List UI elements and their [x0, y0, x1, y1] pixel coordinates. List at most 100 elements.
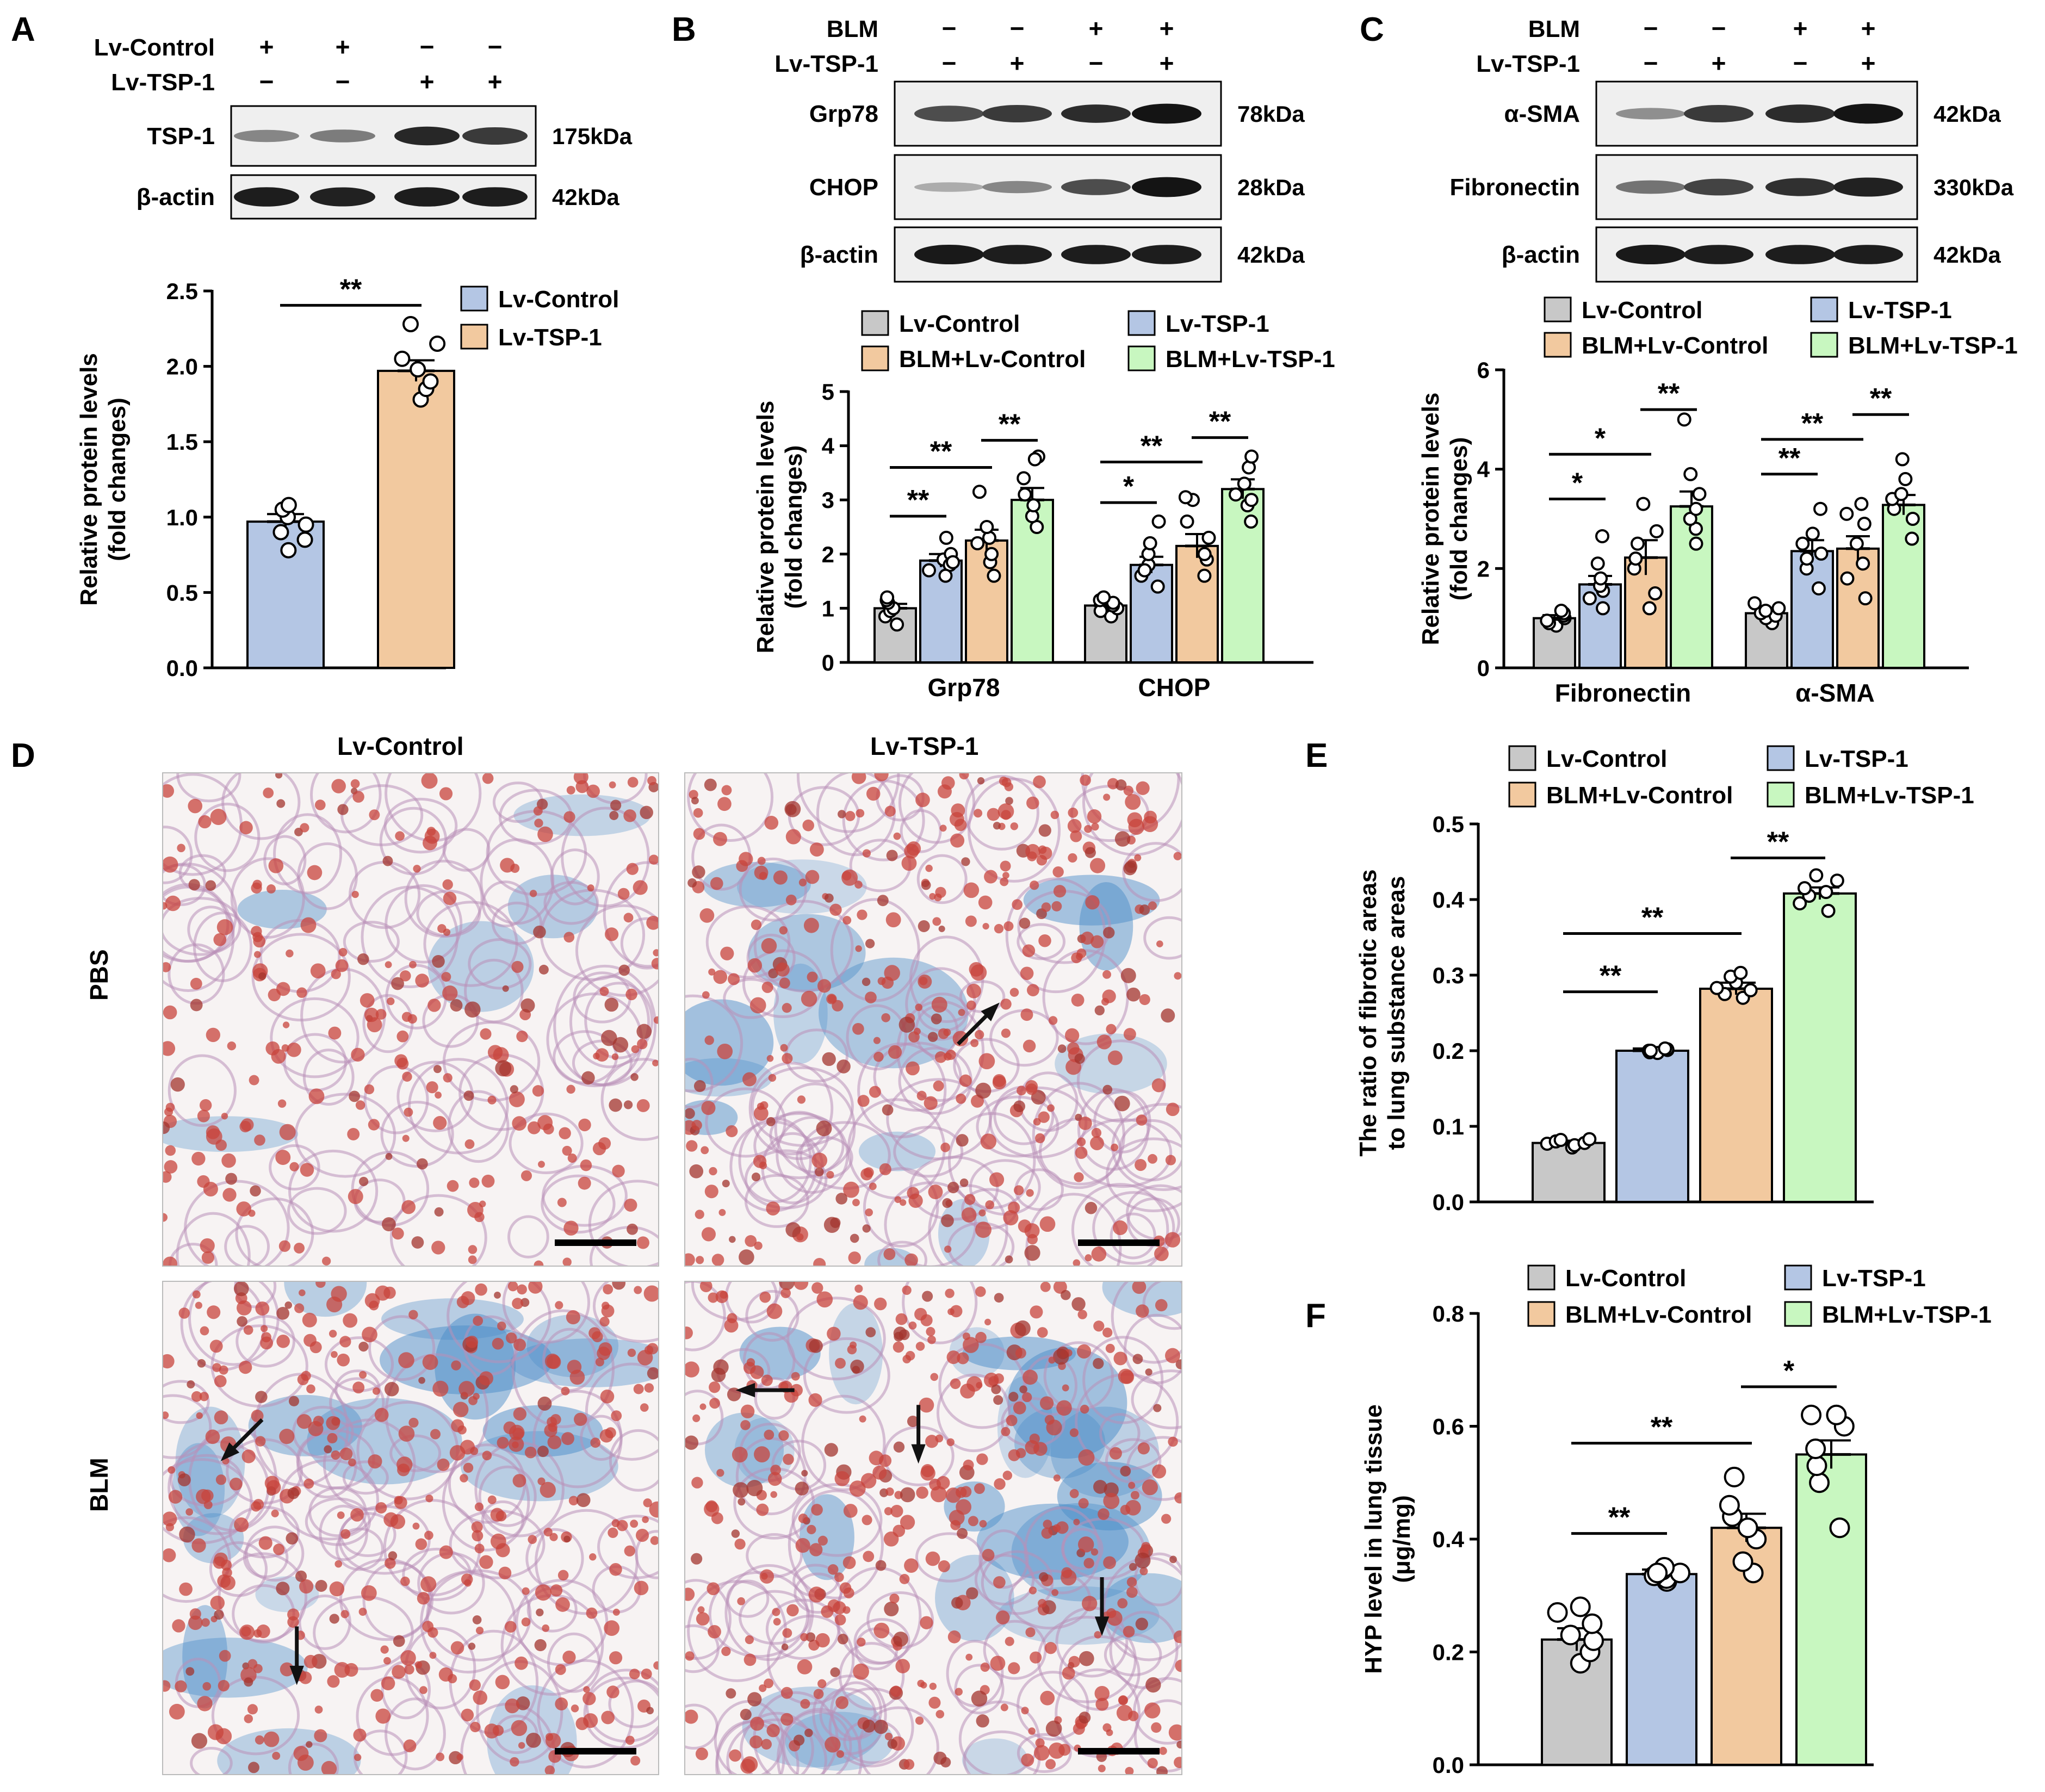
cell-nucleus — [1052, 866, 1064, 878]
alveolus — [1082, 773, 1181, 856]
cell-nucleus — [601, 1030, 617, 1046]
cell-nucleus — [460, 1474, 468, 1483]
cell-nucleus — [1002, 872, 1009, 879]
cell-nucleus — [439, 787, 453, 801]
y-tick-label: 0.1 — [1433, 1114, 1464, 1139]
cell-nucleus — [382, 1217, 396, 1231]
data-point — [1017, 471, 1031, 486]
cell-nucleus — [704, 1035, 714, 1045]
cell-nucleus — [883, 1248, 896, 1260]
cell-nucleus — [192, 1290, 201, 1299]
cell-nucleus — [243, 1325, 253, 1335]
cell-nucleus — [1079, 1712, 1091, 1724]
data-point — [410, 361, 426, 378]
cell-nucleus — [993, 1395, 1003, 1405]
cell-nucleus — [1058, 1744, 1071, 1756]
data-point — [1858, 591, 1873, 606]
cell-nucleus — [403, 1739, 417, 1753]
cell-nucleus — [824, 893, 834, 903]
cell-nucleus — [759, 1684, 767, 1692]
alveolus — [786, 1297, 886, 1381]
cell-nucleus — [898, 1329, 910, 1341]
cell-nucleus — [528, 1282, 543, 1294]
data-point — [1244, 449, 1259, 464]
cell-nucleus — [1012, 899, 1023, 910]
cell-nucleus — [1145, 1677, 1161, 1693]
cell-nucleus — [685, 1108, 695, 1119]
blot-band — [1765, 104, 1835, 123]
cell-nucleus — [427, 999, 441, 1012]
cell-nucleus — [651, 958, 658, 970]
cell-nucleus — [200, 1326, 209, 1336]
cell-nucleus — [936, 1476, 950, 1490]
cell-nucleus — [255, 1735, 264, 1745]
alveolus — [936, 1373, 1011, 1453]
kda-label: 28kDa — [1237, 175, 1305, 200]
cell-nucleus — [601, 1710, 615, 1725]
cell-nucleus — [431, 1241, 445, 1255]
cell-nucleus — [1073, 1518, 1080, 1526]
cell-nucleus — [495, 1543, 510, 1558]
panel-letter-f: F — [1305, 1297, 1326, 1335]
cell-nucleus — [1024, 1223, 1040, 1239]
cell-nucleus — [843, 1181, 859, 1198]
micrograph-pbs-lv-control — [162, 772, 659, 1267]
cell-nucleus — [931, 1013, 942, 1025]
alveolus — [954, 1664, 1005, 1715]
legend-label: Lv-Control — [498, 286, 619, 313]
significance-label: ** — [1801, 408, 1824, 439]
cell-nucleus — [761, 1739, 772, 1750]
cell-nucleus — [631, 1045, 640, 1053]
cell-nucleus — [965, 915, 977, 927]
data-point — [987, 568, 1001, 583]
cell-nucleus — [334, 1661, 350, 1678]
cell-nucleus — [1039, 1572, 1049, 1582]
alveolus — [481, 880, 529, 928]
alveolus — [974, 1554, 1035, 1605]
alveolus — [846, 1004, 908, 1071]
cell-nucleus — [624, 1545, 635, 1557]
cell-nucleus — [764, 1429, 774, 1440]
cell-nucleus — [557, 1198, 567, 1207]
condition-sign: − — [1712, 14, 1726, 42]
cell-nucleus — [340, 1610, 349, 1619]
blot-band — [234, 187, 299, 207]
data-point — [1596, 601, 1610, 616]
cell-nucleus — [838, 1634, 848, 1645]
cell-nucleus — [727, 1313, 738, 1324]
cell-nucleus — [383, 1657, 391, 1665]
cell-nucleus — [704, 1185, 718, 1199]
cell-nucleus — [900, 1199, 907, 1206]
cell-nucleus — [873, 1051, 884, 1062]
cell-nucleus — [442, 879, 453, 890]
cell-nucleus — [900, 1515, 915, 1530]
cell-nucleus — [1074, 1172, 1084, 1182]
cell-nucleus — [1040, 1282, 1051, 1292]
data-point — [1201, 530, 1216, 545]
cell-nucleus — [419, 1686, 427, 1694]
cell-nucleus — [392, 1227, 404, 1240]
significance-label: ** — [1870, 383, 1892, 414]
legend-swatch — [1544, 296, 1572, 323]
cell-nucleus — [1142, 816, 1158, 833]
data-point — [1582, 1613, 1603, 1634]
cell-nucleus — [761, 938, 777, 954]
cell-nucleus — [863, 1551, 875, 1562]
cell-nucleus — [268, 858, 284, 873]
panel-d-row-label-2: BLM — [85, 1458, 113, 1512]
cell-nucleus — [566, 785, 575, 795]
cell-nucleus — [903, 1759, 915, 1770]
cell-nucleus — [946, 1350, 960, 1365]
cell-nucleus — [610, 799, 622, 811]
cell-nucleus — [343, 1313, 358, 1328]
alveolus — [1111, 1282, 1181, 1364]
cell-nucleus — [1123, 1028, 1136, 1041]
cell-nucleus — [538, 964, 549, 975]
cell-nucleus — [388, 1551, 398, 1560]
alveolus — [608, 1679, 658, 1728]
cell-nucleus — [328, 1026, 342, 1040]
y-tick-label: 3 — [822, 487, 834, 513]
data-point — [938, 568, 953, 583]
cell-nucleus — [197, 1696, 213, 1712]
alveolus — [224, 1225, 270, 1266]
